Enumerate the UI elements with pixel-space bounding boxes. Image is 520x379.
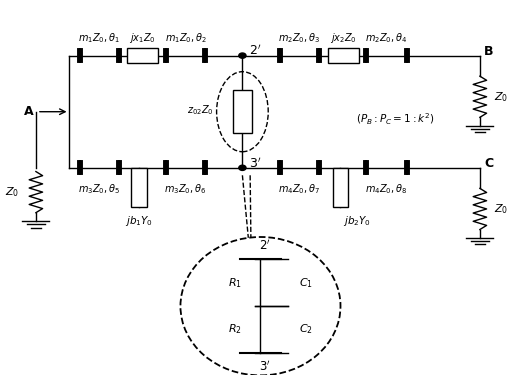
Text: $z_{02}Z_0$: $z_{02}Z_0$ xyxy=(187,103,214,117)
Text: $3'$: $3'$ xyxy=(259,360,270,374)
Bar xyxy=(333,168,348,207)
Text: $m_3Z_0, \theta_5$: $m_3Z_0, \theta_5$ xyxy=(79,182,121,196)
Text: $C_2$: $C_2$ xyxy=(299,323,313,337)
Text: $2'$: $2'$ xyxy=(249,44,261,58)
Text: $jx_1Z_0$: $jx_1Z_0$ xyxy=(129,31,156,45)
Text: B: B xyxy=(484,45,493,58)
Circle shape xyxy=(256,350,265,356)
Text: $Z_0$: $Z_0$ xyxy=(495,90,509,103)
Text: $m_2Z_0, \theta_3$: $m_2Z_0, \theta_3$ xyxy=(278,31,320,45)
Text: $Z_0$: $Z_0$ xyxy=(5,185,19,199)
Bar xyxy=(132,168,147,207)
Text: $m_3Z_0, \theta_6$: $m_3Z_0, \theta_6$ xyxy=(164,182,207,196)
Text: $C_1$: $C_1$ xyxy=(299,276,313,290)
Bar xyxy=(127,48,158,63)
Text: $(P_B : P_C=1 : k^2)$: $(P_B : P_C=1 : k^2)$ xyxy=(356,111,434,127)
Text: $m_1Z_0, \theta_2$: $m_1Z_0, \theta_2$ xyxy=(165,31,206,45)
Text: $m_4Z_0, \theta_8$: $m_4Z_0, \theta_8$ xyxy=(365,182,408,196)
Circle shape xyxy=(239,165,246,171)
Bar xyxy=(232,91,252,133)
Text: $Z_0$: $Z_0$ xyxy=(495,202,509,216)
Text: $jb_1Y_0$: $jb_1Y_0$ xyxy=(125,214,153,228)
Circle shape xyxy=(256,257,265,262)
Text: $R_1$: $R_1$ xyxy=(228,276,242,290)
Text: $m_1Z_0, \theta_1$: $m_1Z_0, \theta_1$ xyxy=(79,31,121,45)
Text: $jb_2Y_0$: $jb_2Y_0$ xyxy=(343,214,371,228)
Text: C: C xyxy=(484,157,493,170)
Text: $jx_2Z_0$: $jx_2Z_0$ xyxy=(330,31,357,45)
Text: $m_2Z_0, \theta_4$: $m_2Z_0, \theta_4$ xyxy=(365,31,408,45)
Text: $m_4Z_0, \theta_7$: $m_4Z_0, \theta_7$ xyxy=(278,182,320,196)
Bar xyxy=(328,48,359,63)
Text: $R_2$: $R_2$ xyxy=(228,323,242,337)
Text: A: A xyxy=(24,105,33,118)
Text: $3'$: $3'$ xyxy=(249,156,261,171)
Ellipse shape xyxy=(180,237,341,375)
Text: $2'$: $2'$ xyxy=(259,238,270,253)
Circle shape xyxy=(239,53,246,58)
